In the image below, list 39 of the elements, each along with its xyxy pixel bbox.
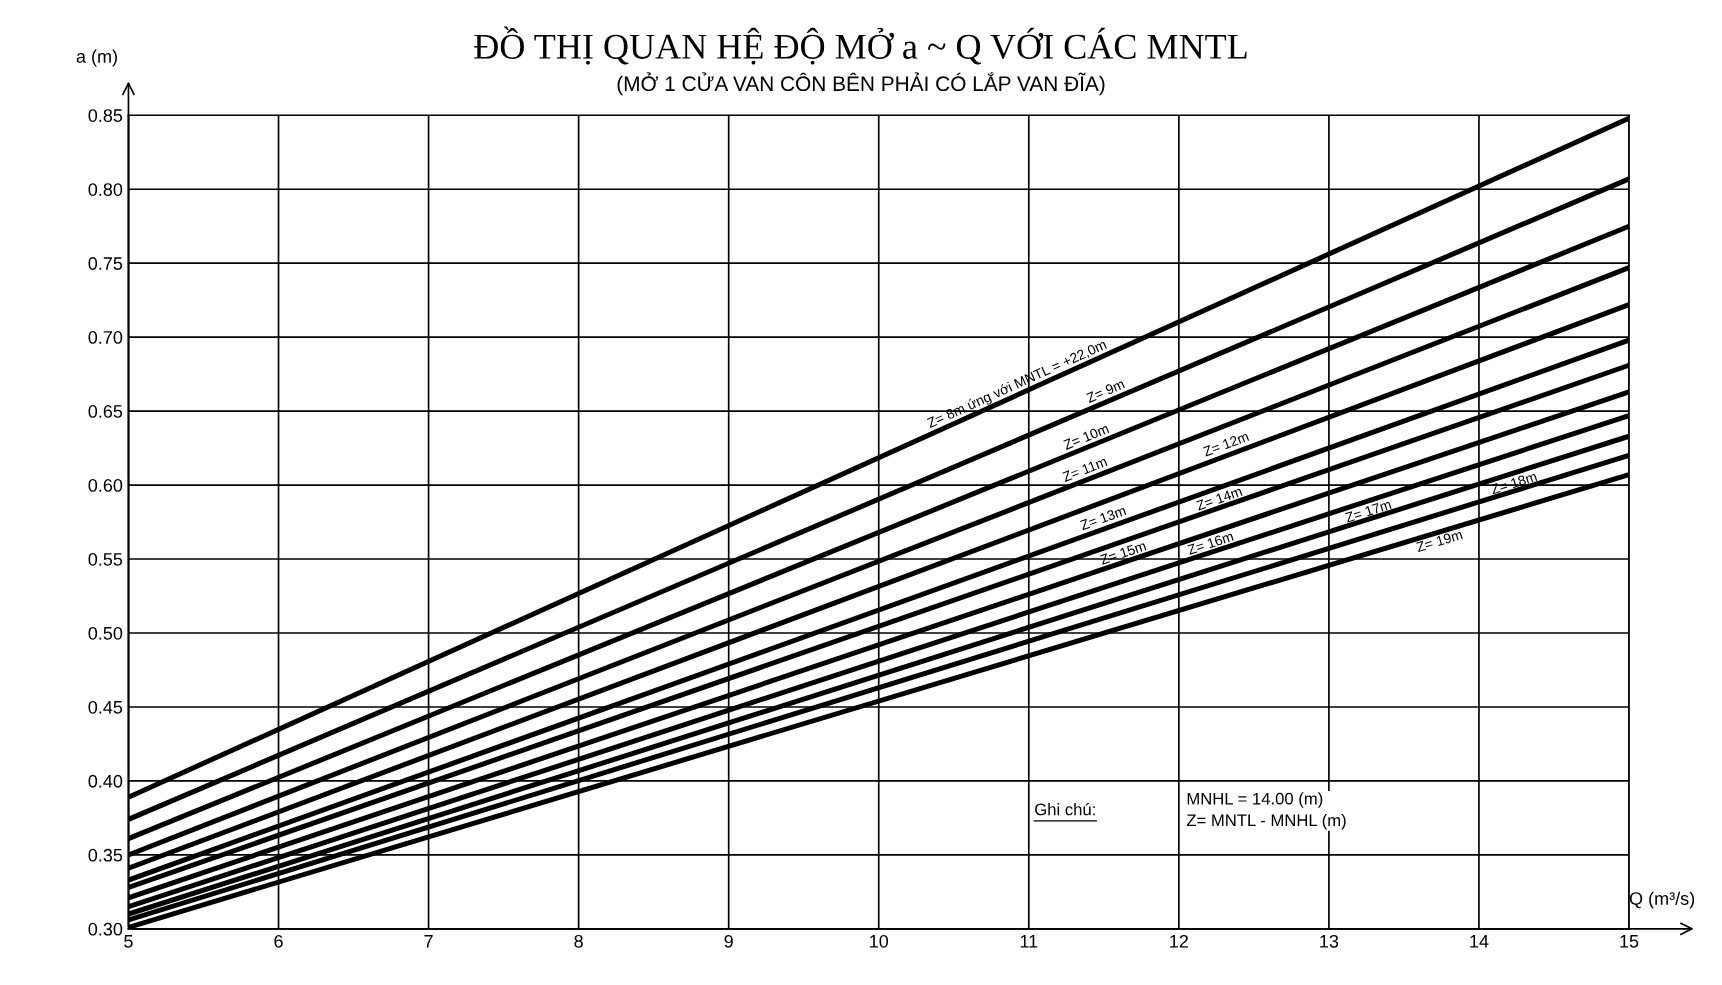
annotation: Z= 9m bbox=[1085, 378, 1125, 404]
y-tick-label: 0.75 bbox=[88, 257, 123, 270]
x-tick-label: 10 bbox=[870, 934, 889, 948]
y-axis-title: a (m) bbox=[76, 49, 117, 67]
annotation: Z= 17m bbox=[1344, 499, 1392, 523]
annotation: Z= 14m bbox=[1195, 486, 1243, 511]
y-tick-label: 0.65 bbox=[88, 405, 123, 418]
x-tick-label: 11 bbox=[1020, 935, 1038, 948]
y-tick-label: 0.70 bbox=[88, 331, 123, 344]
y-tick-label: 0.30 bbox=[88, 922, 123, 936]
y-tick-label: 0.60 bbox=[88, 479, 123, 492]
annotation: Z= 19m bbox=[1415, 529, 1463, 553]
x-tick-label: 14 bbox=[1470, 935, 1489, 948]
y-tick-label: 0.80 bbox=[88, 183, 123, 196]
chart-subtitle: (MỞ 1 CỬA VAN CÔN BÊN PHẢI CÓ LẮP VAN ĐĨA) bbox=[617, 72, 1105, 96]
chart-title: ĐỒ THỊ QUAN HỆ ĐỘ MỞ a ~ Q VỚI CÁC MNTL bbox=[474, 26, 1247, 65]
annotation: Z= 11m bbox=[1061, 456, 1108, 482]
x-tick-label: 6 bbox=[274, 934, 283, 948]
x-axis-title: Q (m³/s) bbox=[1629, 891, 1695, 909]
annotation: Z= 16m bbox=[1186, 531, 1234, 555]
annotation: Ghi chú: bbox=[1035, 802, 1095, 816]
x-tick-label: 13 bbox=[1320, 934, 1339, 948]
y-tick-label: 0.55 bbox=[88, 552, 123, 566]
x-tick-label: 5 bbox=[124, 935, 133, 948]
annotation: Z= 10m bbox=[1062, 423, 1110, 451]
annotation: Z= 13m bbox=[1079, 505, 1127, 531]
x-tick-label: 8 bbox=[574, 934, 583, 948]
annotation: Z= 12m bbox=[1202, 431, 1250, 457]
annotation: Z= 15m bbox=[1099, 540, 1147, 565]
x-tick-label: 12 bbox=[1170, 934, 1188, 948]
y-tick-label: 0.35 bbox=[88, 848, 123, 862]
x-tick-label: 15 bbox=[1620, 935, 1639, 948]
y-tick-label: 0.40 bbox=[88, 774, 123, 788]
x-tick-label: 7 bbox=[424, 935, 433, 948]
y-tick-label: 0.45 bbox=[88, 700, 123, 714]
x-tick-label: 9 bbox=[724, 934, 733, 948]
annotation: MNHL = 14.00 (m) Z= MNTL - MNHL (m) bbox=[1186, 792, 1346, 830]
y-tick-label: 0.85 bbox=[88, 109, 123, 122]
y-tick-label: 0.50 bbox=[88, 626, 123, 640]
